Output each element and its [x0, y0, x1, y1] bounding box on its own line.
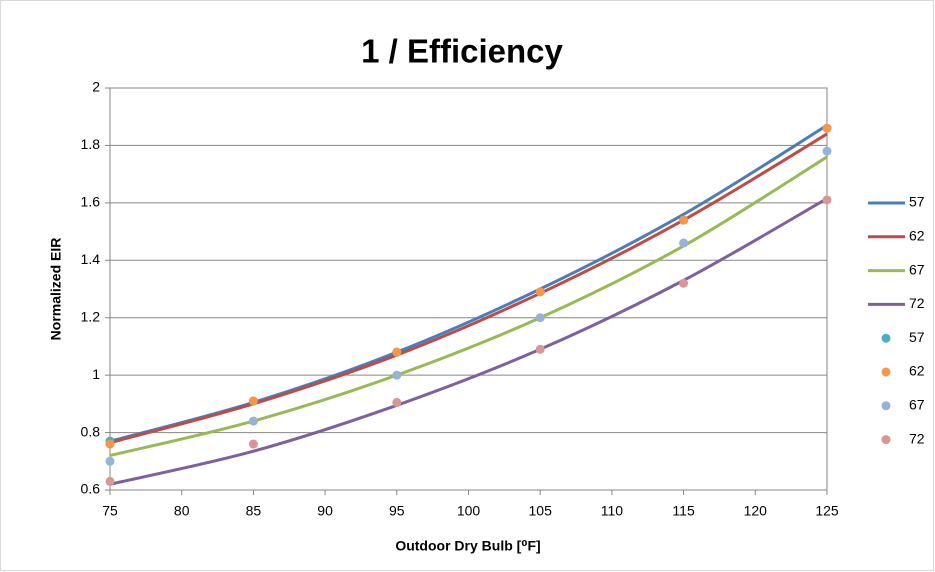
data-point	[535, 287, 545, 297]
data-point	[535, 313, 545, 323]
data-point	[679, 278, 689, 288]
x-tick-label: 125	[815, 503, 839, 519]
legend-swatch	[881, 333, 891, 343]
legend-swatch	[881, 367, 891, 377]
data-point	[822, 123, 832, 133]
x-tick-label: 80	[174, 503, 190, 519]
x-tick-label: 95	[389, 503, 405, 519]
chart-title: 1 / Efficiency	[361, 33, 563, 70]
y-tick-label: 1.4	[81, 251, 101, 267]
x-tick-label: 100	[457, 503, 481, 519]
data-point	[105, 456, 115, 466]
x-tick-label: 110	[601, 503, 624, 519]
x-tick-label: 120	[744, 503, 768, 519]
series-line	[109, 132, 828, 445]
y-tick-label: 0.8	[81, 423, 101, 439]
legend-label: 67	[909, 397, 925, 413]
data-point	[248, 416, 258, 426]
data-point	[392, 347, 402, 357]
y-tick-label: 2	[92, 79, 100, 95]
legend-label: 62	[909, 228, 925, 244]
data-point	[392, 397, 402, 407]
legend-label: 57	[909, 194, 925, 210]
data-point	[679, 238, 689, 248]
plot-area	[109, 87, 828, 491]
y-axis-title: Normalized EIR	[48, 238, 64, 341]
data-point	[105, 439, 115, 449]
data-point	[248, 439, 258, 449]
data-point	[248, 396, 258, 406]
data-point	[822, 146, 832, 156]
data-point	[392, 370, 402, 380]
x-tick-label: 75	[102, 503, 118, 519]
y-tick-label: 1	[92, 366, 100, 382]
series-line	[109, 197, 828, 486]
y-tick-label: 0.6	[81, 481, 101, 497]
x-tick-label: 115	[672, 503, 695, 519]
series-line	[109, 155, 828, 458]
data-point	[535, 344, 545, 354]
legend-label: 72	[909, 430, 925, 446]
legend-swatch	[881, 435, 891, 445]
data-point	[679, 215, 689, 225]
y-tick-label: 1.6	[81, 194, 101, 210]
x-tick-label: 85	[246, 503, 262, 519]
y-tick-label: 1.2	[81, 308, 101, 324]
y-tick-label: 1.8	[81, 136, 101, 152]
data-point	[105, 476, 115, 486]
x-axis-title: Outdoor Dry Bulb [⁰F]	[395, 538, 540, 554]
x-tick-label: 90	[317, 503, 333, 519]
legend-label: 67	[909, 261, 925, 277]
legend-label: 62	[909, 363, 925, 379]
x-tick-label: 105	[529, 503, 553, 519]
legend-label: 72	[909, 295, 925, 311]
data-point	[822, 195, 832, 205]
legend-swatch	[881, 401, 891, 411]
legend-label: 57	[909, 329, 925, 345]
